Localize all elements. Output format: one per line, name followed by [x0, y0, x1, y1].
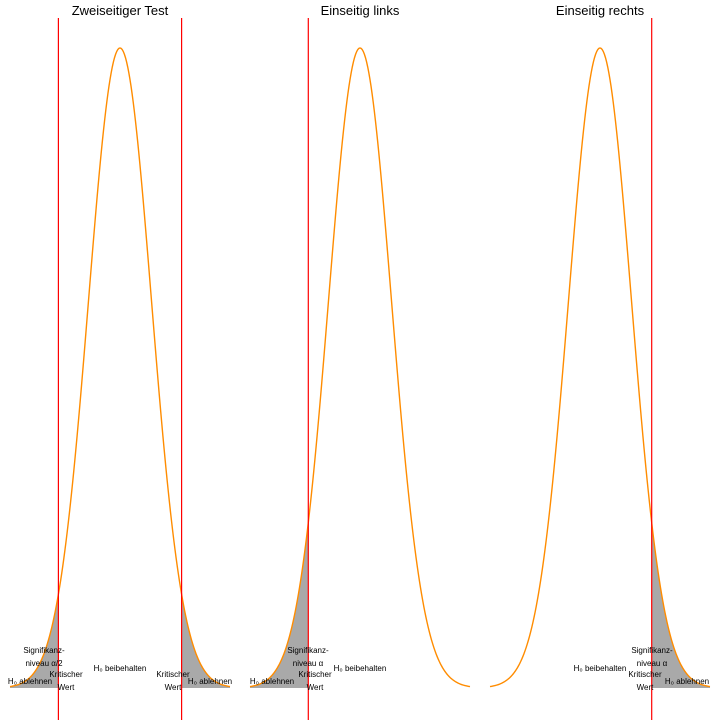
keep-label: H₀ beibehalten	[94, 664, 147, 673]
critical-value-label-line1: Kritischer	[298, 670, 332, 679]
critical-value-label-left-line1: Kritischer	[49, 670, 83, 679]
significance-label-line2: niveau α/2	[25, 659, 63, 668]
rejection-area-left	[10, 594, 59, 688]
rejection-area-right	[181, 594, 230, 688]
density-curve	[249, 47, 471, 688]
panel-one-sided-right: Einseitig rechts Signifikanz- niveau α K…	[489, 3, 711, 720]
significance-label-line1: Signifikanz-	[23, 646, 65, 655]
rejection-area-right	[651, 522, 710, 688]
significance-label-line2: niveau α	[637, 659, 668, 668]
significance-label-line1: Signifikanz-	[631, 646, 673, 655]
rejection-area-left	[250, 522, 309, 688]
significance-label-line2: niveau α	[293, 659, 324, 668]
reject-label: H₀ ablehnen	[250, 677, 294, 686]
density-curve	[489, 47, 711, 688]
panel-two-sided: Zweiseitiger Test Signifikanz- niveau α/…	[8, 3, 232, 720]
keep-label: H₀ beibehalten	[574, 664, 627, 673]
panel-title: Einseitig links	[321, 3, 400, 18]
keep-label: H₀ beibehalten	[334, 664, 387, 673]
panel-title: Einseitig rechts	[556, 3, 645, 18]
critical-value-label-line2: Wert	[637, 683, 655, 692]
critical-value-label-left-line2: Wert	[58, 683, 76, 692]
reject-label-left: H₀ ablehnen	[8, 677, 52, 686]
critical-value-label-right-line2: Wert	[165, 683, 183, 692]
critical-value-label-line1: Kritischer	[628, 670, 662, 679]
critical-value-label-line2: Wert	[307, 683, 325, 692]
reject-label: H₀ ablehnen	[665, 677, 709, 686]
panel-one-sided-left: Einseitig links Signifikanz- niveau α Kr…	[249, 3, 471, 720]
reject-label-right: H₀ ablehnen	[188, 677, 232, 686]
panel-title: Zweiseitiger Test	[72, 3, 169, 18]
density-curve	[9, 47, 231, 688]
critical-value-label-right-line1: Kritischer	[156, 670, 190, 679]
significance-label-line1: Signifikanz-	[287, 646, 329, 655]
